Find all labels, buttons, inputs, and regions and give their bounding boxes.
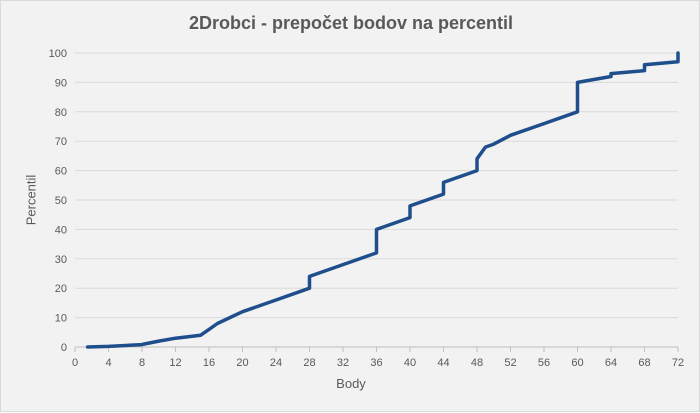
y-tick-label: 10 (55, 313, 67, 325)
y-tick-label: 50 (55, 195, 67, 207)
x-tick-label: 12 (169, 357, 181, 369)
x-tick-label: 32 (337, 357, 349, 369)
chart-title: 2Drobci - prepočet bodov na percentil (188, 13, 514, 33)
x-tick-label: 60 (571, 357, 583, 369)
x-tick-label: 52 (504, 357, 516, 369)
x-tick-label: 72 (672, 357, 684, 369)
y-tick-label: 80 (55, 107, 67, 119)
x-tick-label: 40 (404, 357, 416, 369)
x-tick-label: 36 (370, 357, 382, 369)
x-tick-label: 20 (236, 357, 248, 369)
y-tick-label: 100 (49, 48, 67, 60)
x-tick-label: 44 (437, 357, 449, 369)
x-tick-label: 8 (139, 357, 145, 369)
x-tick-label: 48 (471, 357, 483, 369)
x-tick-label: 56 (538, 357, 550, 369)
y-tick-label: 60 (55, 166, 67, 178)
y-tick-label: 30 (55, 254, 67, 266)
y-tick-label: 20 (55, 283, 67, 295)
y-tick-label: 90 (55, 77, 67, 89)
x-axis-label: Body (336, 376, 366, 391)
x-tick-label: 16 (203, 357, 215, 369)
y-tick-label: 70 (55, 136, 67, 148)
x-tick-label: 4 (105, 357, 111, 369)
x-tick-label: 24 (270, 357, 282, 369)
y-tick-label: 40 (55, 224, 67, 236)
x-tick-label: 0 (72, 357, 78, 369)
x-tick-label: 68 (638, 357, 650, 369)
series-line (85, 51, 680, 349)
x-tick-label: 28 (303, 357, 315, 369)
y-tick-label: 0 (61, 342, 67, 354)
x-tick-label: 64 (605, 357, 617, 369)
